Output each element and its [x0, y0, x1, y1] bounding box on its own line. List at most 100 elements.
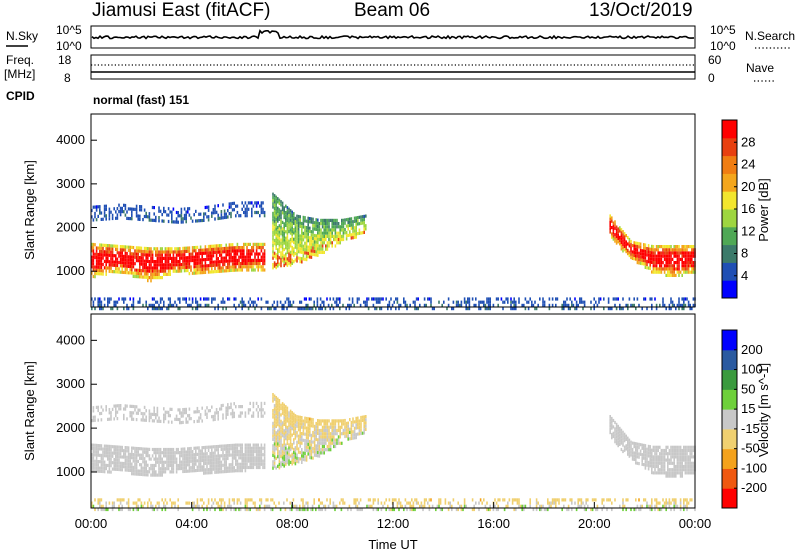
heatmap-cell — [196, 406, 199, 411]
heatmap-cell — [633, 457, 635, 461]
heatmap-cell — [277, 397, 279, 401]
heatmap-cell — [119, 507, 122, 512]
heatmap-cell — [103, 250, 106, 254]
heatmap-cell — [185, 407, 187, 411]
heatmap-cell — [187, 207, 189, 211]
heatmap-cell — [291, 249, 293, 253]
heatmap-cell — [662, 471, 664, 475]
heatmap-cell — [318, 451, 321, 455]
heatmap-cell — [131, 252, 133, 256]
heatmap-cell — [681, 245, 683, 249]
heatmap-cell — [185, 420, 187, 424]
heatmap-cell — [134, 252, 136, 256]
heatmap-cell — [116, 417, 119, 421]
heatmap-cell — [108, 408, 111, 412]
heatmap-cell — [329, 231, 332, 235]
heatmap-cell — [396, 297, 399, 301]
heatmap-cell — [145, 211, 147, 215]
heatmap-cell — [255, 459, 258, 463]
heatmap-cell — [230, 504, 232, 508]
heatmap-cell — [182, 411, 184, 415]
heatmap-cell — [272, 247, 274, 251]
heatmap-cell — [339, 225, 341, 229]
heatmap-cell — [97, 252, 99, 257]
heatmap-cell — [108, 207, 111, 211]
heatmap-cell — [212, 260, 215, 264]
heatmap-cell — [286, 206, 289, 210]
heatmap-cell — [91, 262, 93, 266]
heatmap-cell — [135, 214, 138, 218]
heatmap-cell — [304, 419, 306, 423]
heatmap-cell — [313, 450, 316, 454]
heatmap-cell — [239, 265, 242, 269]
heatmap-cell — [233, 262, 235, 266]
heatmap-cell — [615, 235, 618, 239]
heatmap-cell — [316, 297, 319, 301]
heatmap-cell — [342, 225, 345, 229]
heatmap-cell — [196, 252, 199, 256]
heatmap-cell — [97, 507, 99, 512]
heatmap-cell — [675, 455, 677, 459]
heatmap-cell — [360, 415, 362, 420]
heatmap-cell — [121, 245, 123, 249]
heatmap-cell — [691, 307, 693, 311]
heatmap-cell — [331, 438, 333, 442]
heatmap-cell — [675, 471, 677, 475]
heatmap-cell — [204, 258, 207, 262]
heatmap-cell — [228, 268, 231, 273]
heatmap-cell — [110, 266, 112, 270]
heatmap-cell — [280, 406, 282, 411]
heatmap-cell — [227, 297, 229, 301]
heatmap-cell — [283, 241, 285, 245]
heatmap-cell — [651, 254, 653, 258]
heatmap-cell — [336, 238, 338, 242]
heatmap-cell — [681, 261, 683, 265]
heatmap-cell — [247, 443, 250, 447]
heatmap-cell — [142, 447, 144, 451]
heatmap-cell — [667, 464, 669, 469]
heatmap-cell — [233, 466, 235, 470]
heatmap-cell — [633, 303, 635, 307]
heatmap-cell — [636, 297, 639, 301]
heatmap-cell — [289, 260, 292, 264]
heatmap-cell — [139, 208, 141, 212]
heatmap-cell — [225, 250, 227, 254]
heatmap-cell — [358, 501, 360, 505]
heatmap-cell — [278, 262, 281, 266]
heatmap-cell — [108, 214, 111, 218]
heatmap-cell — [183, 213, 186, 217]
heatmap-cell — [185, 265, 187, 269]
heatmap-cell — [220, 404, 223, 408]
heatmap-cell — [137, 214, 139, 218]
heatmap-cell — [126, 255, 128, 259]
heatmap-cell — [244, 449, 247, 454]
heatmap-cell — [159, 276, 162, 280]
heatmap-cell — [211, 297, 213, 301]
heatmap-cell — [99, 307, 101, 311]
heatmap-cell — [121, 257, 123, 262]
heatmap-cell — [182, 408, 184, 412]
heatmap-cell — [155, 266, 157, 270]
heatmap-cell — [342, 498, 344, 502]
heatmap-cell — [188, 265, 191, 269]
heatmap-cell — [652, 471, 655, 475]
heatmap-cell — [635, 244, 637, 248]
heatmap-cell — [641, 262, 643, 266]
heatmap-cell — [222, 450, 224, 455]
heatmap-cell — [244, 207, 247, 211]
heatmap-cell — [571, 303, 573, 307]
heatmap-cell — [116, 257, 119, 261]
heatmap-cell — [153, 266, 155, 270]
heatmap-cell — [91, 265, 93, 269]
heatmap-cell — [95, 246, 98, 250]
heatmap-cell — [288, 230, 290, 234]
heatmap-cell — [190, 453, 192, 457]
heatmap-cell — [333, 228, 335, 232]
heatmap-cell — [135, 252, 138, 256]
heatmap-cell — [233, 249, 235, 253]
heatmap-cell — [326, 222, 329, 226]
heatmap-cell — [380, 501, 383, 505]
heatmap-cell — [148, 276, 151, 280]
heatmap-cell — [167, 303, 170, 307]
heatmap-cell — [382, 504, 384, 508]
